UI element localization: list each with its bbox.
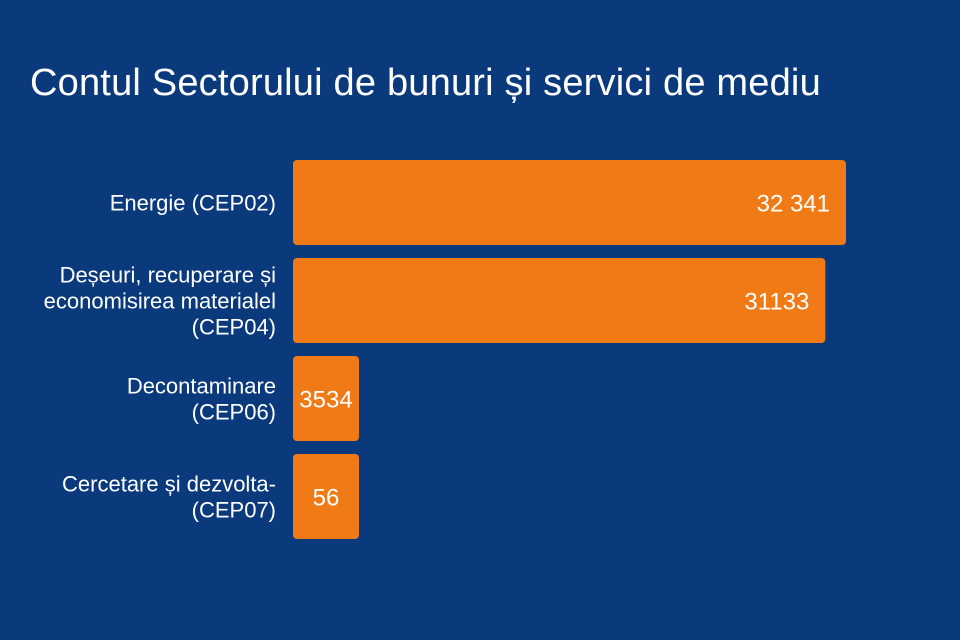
- bar-3: [293, 454, 359, 539]
- bar-0: [293, 160, 846, 245]
- category-label-1-line-2: (CEP04): [192, 315, 276, 340]
- category-label-0-line-0: Energie (CEP02): [110, 191, 276, 216]
- category-label-3-line-1: (CEP07): [192, 498, 276, 523]
- chart-title: Contul Sectorului de bunuri și servici d…: [30, 62, 821, 104]
- value-label-3: 56: [313, 485, 340, 512]
- value-label-0: 32 341: [757, 191, 830, 218]
- value-label-1: 31133: [744, 289, 809, 316]
- category-label-2-line-0: Decontaminare: [127, 374, 276, 399]
- category-label-2-line-1: (CEP06): [192, 400, 276, 425]
- category-label-1-line-0: Deșeuri, recuperare și: [60, 263, 276, 288]
- category-label-3-line-0: Cercetare și dezvolta-: [62, 472, 276, 497]
- bar-1: [293, 258, 826, 343]
- bar-2: [293, 356, 359, 441]
- category-label-1-line-1: economisirea materialel: [44, 289, 276, 314]
- value-label-2: 3534: [299, 387, 352, 414]
